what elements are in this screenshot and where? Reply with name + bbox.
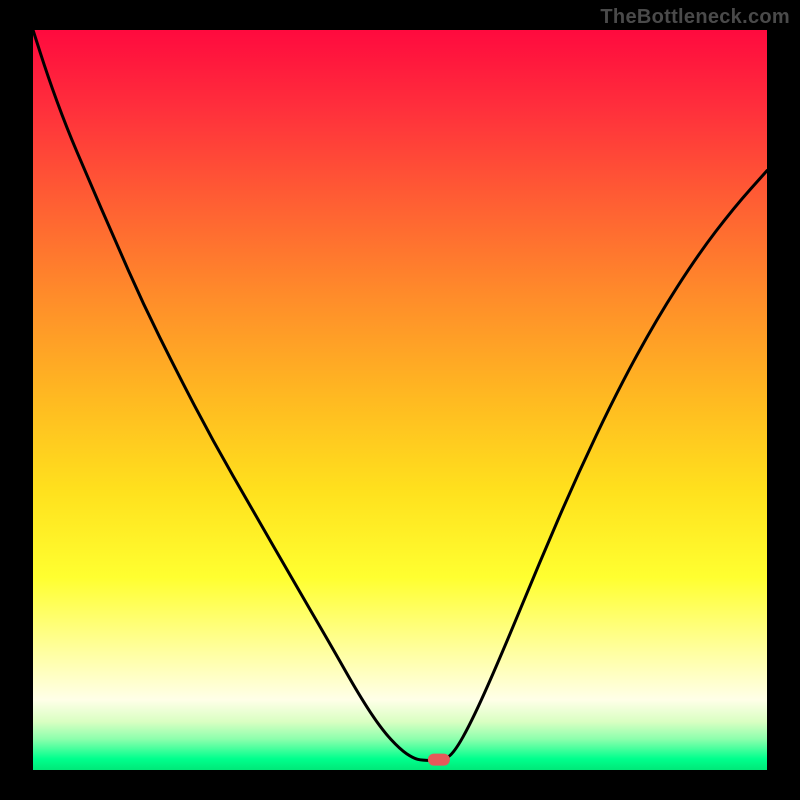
optimal-point-marker xyxy=(428,754,450,766)
chart-container: TheBottleneck.com xyxy=(0,0,800,800)
bottleneck-chart xyxy=(0,0,800,800)
plot-gradient-area xyxy=(33,30,767,770)
watermark-text: TheBottleneck.com xyxy=(600,6,790,29)
